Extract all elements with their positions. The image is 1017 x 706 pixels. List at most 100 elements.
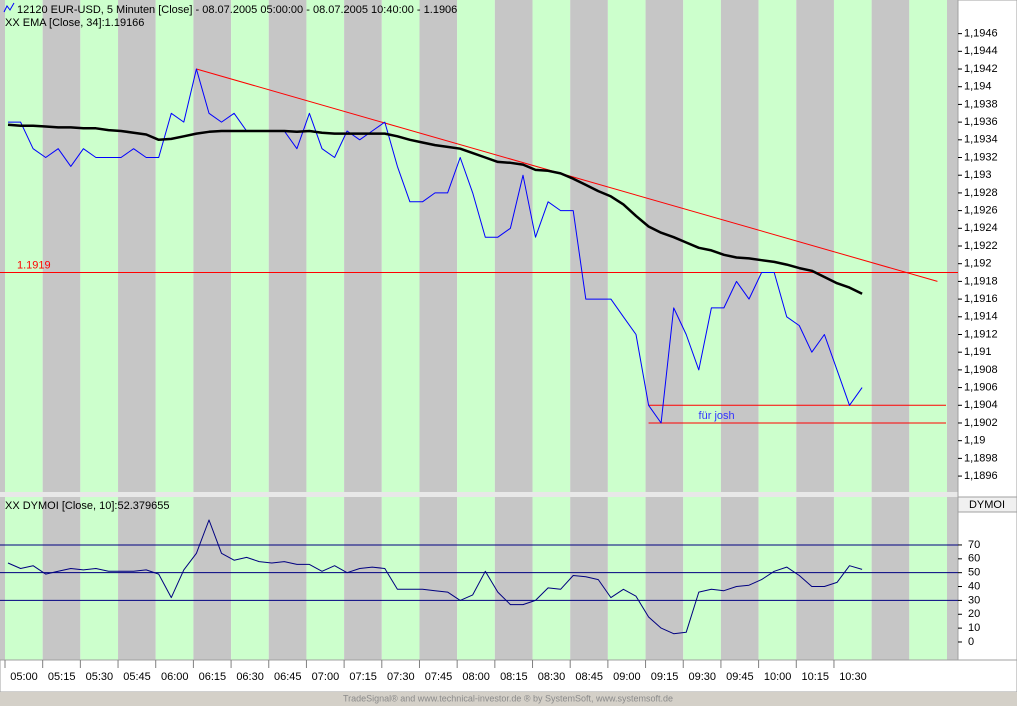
- y-tick-label: 1,1914: [964, 311, 998, 323]
- band: [80, 497, 119, 660]
- band: [344, 497, 382, 660]
- x-tick-label: 09:30: [688, 671, 716, 683]
- band: [570, 497, 608, 660]
- y-tick-label: 60: [968, 553, 980, 565]
- axis-label-box: [957, 496, 1017, 513]
- band: [42, 497, 81, 660]
- axis-label: DYMOI: [969, 499, 1005, 511]
- band: [419, 0, 458, 492]
- band: [758, 0, 797, 492]
- band: [306, 497, 345, 660]
- series-line: [8, 68, 863, 424]
- band: [344, 0, 382, 492]
- y-tick-label: 1,1918: [964, 275, 998, 287]
- y-tick-label: 1,192: [964, 258, 992, 270]
- band: [645, 497, 684, 660]
- band: [306, 0, 345, 492]
- x-tick-label: 09:15: [651, 671, 679, 683]
- support-label: 1.1919: [17, 259, 51, 271]
- y-tick-label: 0: [968, 636, 974, 648]
- y-tick-label: 70: [968, 539, 980, 551]
- x-tick-label: 10:30: [839, 671, 867, 683]
- band: [231, 0, 269, 492]
- band: [155, 0, 194, 492]
- bands: [0, 0, 958, 660]
- band: [80, 0, 119, 492]
- y-tick-label: 1,191: [964, 346, 992, 358]
- band-lead: [0, 0, 5, 492]
- band: [532, 497, 571, 660]
- y-tick-label: 1,1942: [964, 63, 998, 75]
- band: [683, 497, 721, 660]
- y-tick-label: 1,1944: [964, 45, 998, 57]
- band: [947, 0, 958, 492]
- x-tick-label: 07:30: [387, 671, 415, 683]
- band: [494, 497, 533, 660]
- legend-ema: XX EMA [Close, 34]:1.19166: [5, 17, 144, 29]
- x-tick-label: 06:00: [161, 671, 189, 683]
- band: [607, 0, 646, 492]
- x-tick-label: 08:00: [462, 671, 490, 683]
- band: [871, 497, 910, 660]
- band: [457, 497, 495, 660]
- y-tick-label: 1,1932: [964, 151, 998, 163]
- series-line: [7, 519, 863, 635]
- chart-title: 12120 EUR-USD, 5 Minuten [Close] - 08.07…: [17, 4, 457, 16]
- band: [645, 0, 684, 492]
- footer: TradeSignal® and www.technical-investor.…: [343, 693, 673, 703]
- x-tick-label: 08:15: [500, 671, 528, 683]
- time-axis: [0, 659, 1017, 693]
- y-tick-label: 1,1922: [964, 240, 998, 252]
- band: [607, 497, 646, 660]
- y-tick-label: 1,1904: [964, 399, 998, 411]
- series-icon: [3, 2, 15, 13]
- y-tick-label: 1,1934: [964, 134, 998, 146]
- x-tick-label: 06:30: [236, 671, 264, 683]
- x-tick-label: 05:00: [10, 671, 38, 683]
- y-tick-label: 1,1912: [964, 328, 998, 340]
- range-label: für josh: [699, 410, 735, 422]
- band: [947, 497, 958, 660]
- y-tick-label: 1,194: [964, 81, 992, 93]
- y-tick-label: 1,1916: [964, 293, 998, 305]
- y-tick-label: 1,1928: [964, 187, 998, 199]
- band: [155, 497, 194, 660]
- band: [909, 497, 947, 660]
- band: [419, 497, 458, 660]
- band: [909, 0, 947, 492]
- band: [231, 497, 269, 660]
- y-tick-label: 30: [968, 594, 980, 606]
- y-tick-label: 1,19: [964, 435, 985, 447]
- band: [494, 0, 533, 492]
- y-tick-label: 1,1896: [964, 470, 998, 482]
- y-tick-label: 1,1926: [964, 205, 998, 217]
- band: [720, 497, 759, 660]
- x-tick-label: 06:45: [274, 671, 302, 683]
- y-tick-label: 1,1908: [964, 364, 998, 376]
- y-tick-label: 1,193: [964, 169, 992, 181]
- band: [720, 0, 759, 492]
- x-tick-label: 10:00: [764, 671, 792, 683]
- y-tick-label: 1,1946: [964, 28, 998, 40]
- band: [570, 0, 608, 492]
- x-tick-label: 07:00: [312, 671, 340, 683]
- band: [42, 0, 81, 492]
- y-tick-label: 1,1898: [964, 452, 998, 464]
- band: [871, 0, 910, 492]
- x-tick-label: 05:45: [123, 671, 151, 683]
- y-tick-label: 1,1906: [964, 381, 998, 393]
- x-tick-label: 07:15: [349, 671, 377, 683]
- x-tick-label: 06:15: [199, 671, 227, 683]
- x-tick-label: 05:30: [86, 671, 114, 683]
- band: [758, 497, 797, 660]
- y-tick-label: 1,1936: [964, 116, 998, 128]
- band: [381, 497, 420, 660]
- band: [5, 0, 43, 492]
- y-tick-label: 20: [968, 608, 980, 620]
- x-tick-label: 05:15: [48, 671, 76, 683]
- band: [833, 0, 872, 492]
- band: [118, 0, 156, 492]
- band: [532, 0, 571, 492]
